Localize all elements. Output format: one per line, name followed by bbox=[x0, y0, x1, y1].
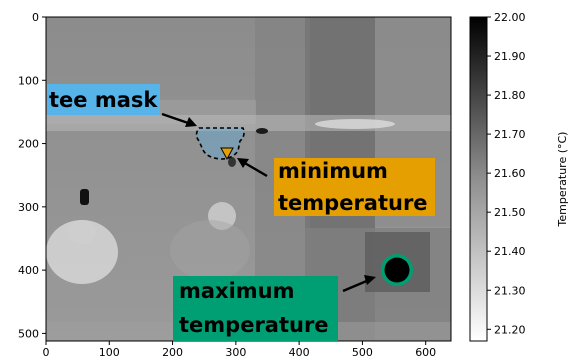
annotation-tee-mask: tee mask bbox=[47, 84, 197, 127]
y-tick-label: 100 bbox=[18, 74, 39, 87]
y-tick-label: 400 bbox=[18, 264, 39, 277]
minimum-arrowhead bbox=[237, 158, 249, 168]
maximum-marker bbox=[384, 257, 410, 283]
tee-mask-label-box bbox=[47, 84, 160, 115]
maximum-label-line1: maximum bbox=[179, 279, 295, 303]
colorbar-tick-label: 21.40 bbox=[494, 245, 526, 258]
x-axis: 0 100 200 300 400 500 600 bbox=[43, 341, 436, 359]
tee-mask-arrow bbox=[161, 112, 192, 126]
colorbar-ticks: 21.20 21.30 21.40 21.50 21.60 21.70 21.80 21.90… bbox=[487, 11, 526, 336]
tee-mask-outline bbox=[195, 127, 245, 160]
minimum-label-line1: minimum bbox=[278, 159, 388, 183]
y-tick-label: 300 bbox=[18, 201, 39, 214]
x-tick-label: 500 bbox=[352, 346, 373, 359]
x-tick-label: 600 bbox=[415, 346, 436, 359]
maximum-label-box bbox=[173, 276, 338, 341]
colorbar-tick-label: 21.50 bbox=[494, 206, 526, 219]
y-tick-label: 200 bbox=[18, 138, 39, 151]
x-tick-label: 400 bbox=[289, 346, 310, 359]
annotation-minimum-temperature: minimum temperature bbox=[237, 158, 435, 216]
x-tick-label: 0 bbox=[43, 346, 50, 359]
x-tick-label: 300 bbox=[225, 346, 246, 359]
y-tick-label: 0 bbox=[32, 11, 39, 24]
x-tick-label: 200 bbox=[162, 346, 183, 359]
tee-mask-arrowhead bbox=[185, 117, 197, 127]
colorbar-tick-label: 21.80 bbox=[494, 89, 526, 102]
colorbar: 21.20 21.30 21.40 21.50 21.60 21.70 21.80 21.90… bbox=[469, 11, 569, 342]
y-axis: 0 100 200 300 400 500 bbox=[18, 11, 46, 340]
minimum-label-line2: temperature bbox=[278, 191, 428, 215]
annotation-maximum-temperature: maximum temperature bbox=[173, 275, 376, 341]
maximum-arrow bbox=[342, 278, 370, 293]
x-tick-label: 100 bbox=[99, 346, 120, 359]
minimum-marker bbox=[220, 147, 234, 161]
colorbar-tick-label: 21.30 bbox=[494, 284, 526, 297]
minimum-arrow bbox=[242, 160, 268, 178]
colorbar-tick-label: 22.00 bbox=[494, 11, 526, 24]
colorbar-tick-label: 21.20 bbox=[494, 323, 526, 336]
minimum-label-box bbox=[274, 158, 435, 216]
colorbar-title: Temperature (°C) bbox=[556, 132, 569, 228]
colorbar-gradient bbox=[469, 16, 488, 342]
colorbar-tick-label: 21.90 bbox=[494, 50, 526, 63]
colorbar-tick-label: 21.70 bbox=[494, 128, 526, 141]
maximum-arrowhead bbox=[364, 275, 376, 285]
colorbar-tick-label: 21.60 bbox=[494, 167, 526, 180]
y-tick-label: 500 bbox=[18, 327, 39, 340]
tee-mask-label: tee mask bbox=[49, 88, 158, 112]
maximum-label-line2: temperature bbox=[179, 313, 329, 337]
